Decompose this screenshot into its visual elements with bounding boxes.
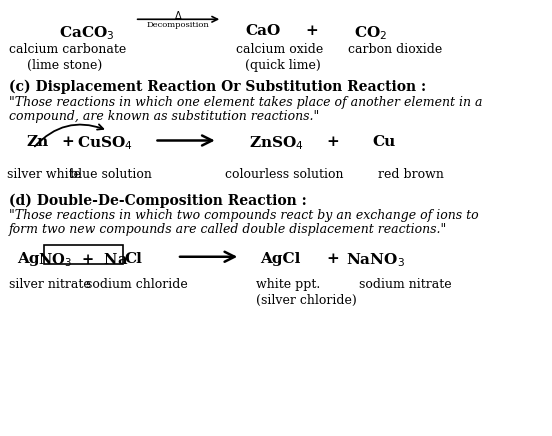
Text: (lime stone): (lime stone) (26, 59, 102, 72)
Text: +: + (306, 24, 319, 38)
Text: calcium carbonate: calcium carbonate (9, 43, 126, 56)
Text: blue solution: blue solution (70, 168, 152, 181)
Text: CuSO$_4$: CuSO$_4$ (77, 135, 133, 152)
Text: silver white: silver white (7, 168, 81, 181)
Text: Cu: Cu (373, 135, 396, 149)
Text: sodium nitrate: sodium nitrate (359, 278, 452, 291)
Text: colourless solution: colourless solution (225, 168, 343, 181)
Text: NO$_3$  +  Na: NO$_3$ + Na (38, 252, 129, 269)
Text: "Those reactions in which two compounds react by an exchange of ions to: "Those reactions in which two compounds … (9, 209, 478, 222)
Text: CO$_2$: CO$_2$ (354, 24, 388, 42)
Text: (d) Double-De-Composition Reaction :: (d) Double-De-Composition Reaction : (9, 193, 306, 208)
Text: Decomposition: Decomposition (147, 21, 209, 29)
Text: (silver chloride): (silver chloride) (256, 293, 357, 307)
FancyArrowPatch shape (35, 124, 103, 146)
Text: AgCl: AgCl (261, 252, 301, 266)
Text: (c) Displacement Reaction Or Substitution Reaction :: (c) Displacement Reaction Or Substitutio… (9, 80, 426, 94)
Text: Cl: Cl (125, 252, 143, 266)
Text: CaO: CaO (245, 24, 280, 38)
Text: compound, are known as substitution reactions.": compound, are known as substitution reac… (9, 110, 319, 123)
Text: +: + (62, 135, 75, 149)
Text: (quick lime): (quick lime) (245, 59, 320, 72)
Bar (44, 245, 123, 264)
Text: +: + (327, 135, 339, 149)
Text: form two new compounds are called double displacement reactions.": form two new compounds are called double… (9, 223, 447, 236)
Text: Ag: Ag (18, 252, 40, 266)
Text: Zn: Zn (26, 135, 49, 149)
Text: silver nitrate: silver nitrate (9, 278, 91, 291)
Text: carbon dioxide: carbon dioxide (348, 43, 443, 56)
Text: white ppt.: white ppt. (256, 278, 321, 291)
Text: ZnSO$_4$: ZnSO$_4$ (249, 135, 304, 152)
Text: sodium chloride: sodium chloride (86, 278, 188, 291)
Text: $\Delta$: $\Delta$ (174, 9, 182, 21)
Text: calcium oxide: calcium oxide (236, 43, 323, 56)
Text: NaNO$_3$: NaNO$_3$ (346, 252, 405, 269)
Text: red brown: red brown (378, 168, 444, 181)
Text: CaCO$_3$: CaCO$_3$ (59, 24, 115, 42)
Text: +: + (327, 252, 339, 266)
Text: "Those reactions in which one element takes place of another element in a: "Those reactions in which one element ta… (9, 96, 482, 109)
